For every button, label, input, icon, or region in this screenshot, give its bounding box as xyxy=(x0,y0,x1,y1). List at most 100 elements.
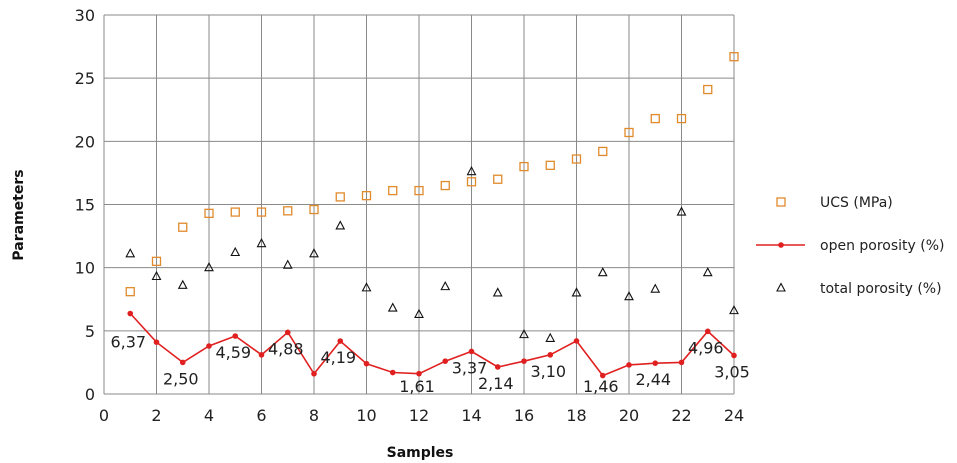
ucs-point xyxy=(729,52,739,62)
x-axis-title: Samples xyxy=(387,445,454,461)
ucs-point xyxy=(388,185,398,196)
data-label: 6,37 xyxy=(110,333,146,352)
total-porosity-point xyxy=(545,332,556,342)
ucs-point xyxy=(598,146,608,157)
data-label: 3,37 xyxy=(452,358,488,377)
ucs-point xyxy=(335,192,345,202)
total-porosity-point xyxy=(650,283,661,293)
open-porosity-point xyxy=(258,352,265,358)
ucs-point xyxy=(676,113,687,124)
total-porosity-point xyxy=(177,279,188,289)
total-porosity-point xyxy=(571,287,582,297)
data-label: 4,59 xyxy=(215,343,251,362)
open-porosity-point xyxy=(153,339,160,346)
total-porosity-point xyxy=(335,220,346,230)
x-tick-label: 22 xyxy=(671,406,691,425)
total-porosity-point xyxy=(414,308,424,318)
open-porosity-point xyxy=(442,358,449,364)
x-tick-label: 14 xyxy=(461,406,481,425)
total-porosity-point xyxy=(466,165,477,176)
legend: UCS (MPa) open porosity (%) total porosity… xyxy=(756,195,945,297)
data-label: 4,88 xyxy=(268,339,304,358)
total-porosity-point xyxy=(597,267,608,277)
total-porosity-point xyxy=(440,280,451,291)
total-porosity-point xyxy=(361,282,372,292)
total-porosity-point xyxy=(151,270,162,281)
x-tick-label: 24 xyxy=(724,406,744,425)
total-porosity-point xyxy=(282,259,293,269)
total-porosity-point xyxy=(125,248,136,258)
x-tick-label: 12 xyxy=(409,406,429,425)
open-porosity-point xyxy=(206,343,212,349)
grid xyxy=(103,14,735,395)
ucs-point xyxy=(309,204,319,215)
data-label: 3,10 xyxy=(530,362,566,381)
total-porosity-point xyxy=(624,291,634,301)
open-porosity-point xyxy=(179,359,186,366)
data-label: 2,14 xyxy=(478,374,514,393)
total-porosity-point xyxy=(230,246,241,257)
y-tick-label: 20 xyxy=(75,132,95,151)
open-porosity-point xyxy=(311,370,317,377)
x-axis-ticks: 0 2 4 6 8 10 12 14 16 18 20 22 24 xyxy=(99,406,744,425)
y-tick-label: 30 xyxy=(75,6,95,25)
x-tick-label: 8 xyxy=(309,406,319,425)
data-label: 4,96 xyxy=(688,338,724,357)
ucs-point xyxy=(178,222,188,232)
ucs-point xyxy=(414,185,424,196)
ucs-point xyxy=(230,207,240,217)
total-porosity-point xyxy=(256,237,267,248)
y-tick-label: 10 xyxy=(75,259,95,278)
ucs-point xyxy=(361,191,372,201)
ucs-point xyxy=(440,180,450,191)
legend-ucs-marker xyxy=(776,197,786,207)
open-porosity-point xyxy=(547,352,554,358)
y-axis-title: Parameters xyxy=(11,169,27,260)
data-label: 4,19 xyxy=(320,348,356,367)
ucs-point xyxy=(703,84,713,95)
legend-open-porosity-marker xyxy=(778,242,784,248)
total-porosity-point xyxy=(204,261,214,272)
legend-label: UCS (MPa) xyxy=(820,195,893,211)
open-porosity-point xyxy=(494,364,501,370)
open-porosity-point xyxy=(678,359,685,366)
x-tick-label: 18 xyxy=(566,406,586,425)
legend-total-porosity-marker xyxy=(776,282,786,292)
ucs-point xyxy=(571,154,582,164)
total-porosity-point xyxy=(387,302,398,312)
ucs-point xyxy=(519,161,529,172)
ucs-point xyxy=(466,177,477,187)
open-porosity-point xyxy=(232,333,239,339)
open-porosity-point xyxy=(626,362,632,368)
total-porosity-point xyxy=(729,304,739,315)
x-tick-label: 4 xyxy=(204,406,214,425)
open-porosity-line xyxy=(129,312,735,377)
ucs-point xyxy=(151,256,162,267)
total-porosity-point xyxy=(676,206,687,216)
data-label: 2,50 xyxy=(163,369,199,388)
open-porosity-point xyxy=(573,338,580,344)
open-porosity-point xyxy=(731,352,737,359)
ucs-point xyxy=(545,160,555,170)
x-tick-label: 16 xyxy=(514,406,534,425)
y-tick-label: 5 xyxy=(85,322,95,341)
ucs-point xyxy=(204,208,214,218)
legend-label: open porosity (%) xyxy=(820,238,945,254)
ucs-point xyxy=(283,206,293,216)
y-tick-label: 0 xyxy=(85,385,95,404)
open-porosity-point xyxy=(284,329,291,336)
ucs-point xyxy=(624,127,634,138)
total-porosity-point xyxy=(702,267,713,277)
x-tick-label: 10 xyxy=(356,406,376,425)
total-porosity-point xyxy=(309,248,319,258)
open-porosity-point xyxy=(599,372,606,379)
x-tick-label: 0 xyxy=(99,406,109,425)
total-porosity-point xyxy=(519,328,529,339)
open-porosity-point xyxy=(704,328,711,335)
open-porosity-point xyxy=(337,338,344,344)
total-porosity-point xyxy=(492,287,503,297)
open-porosity-point xyxy=(127,310,134,317)
y-tick-label: 25 xyxy=(75,69,95,88)
x-tick-label: 6 xyxy=(256,406,266,425)
